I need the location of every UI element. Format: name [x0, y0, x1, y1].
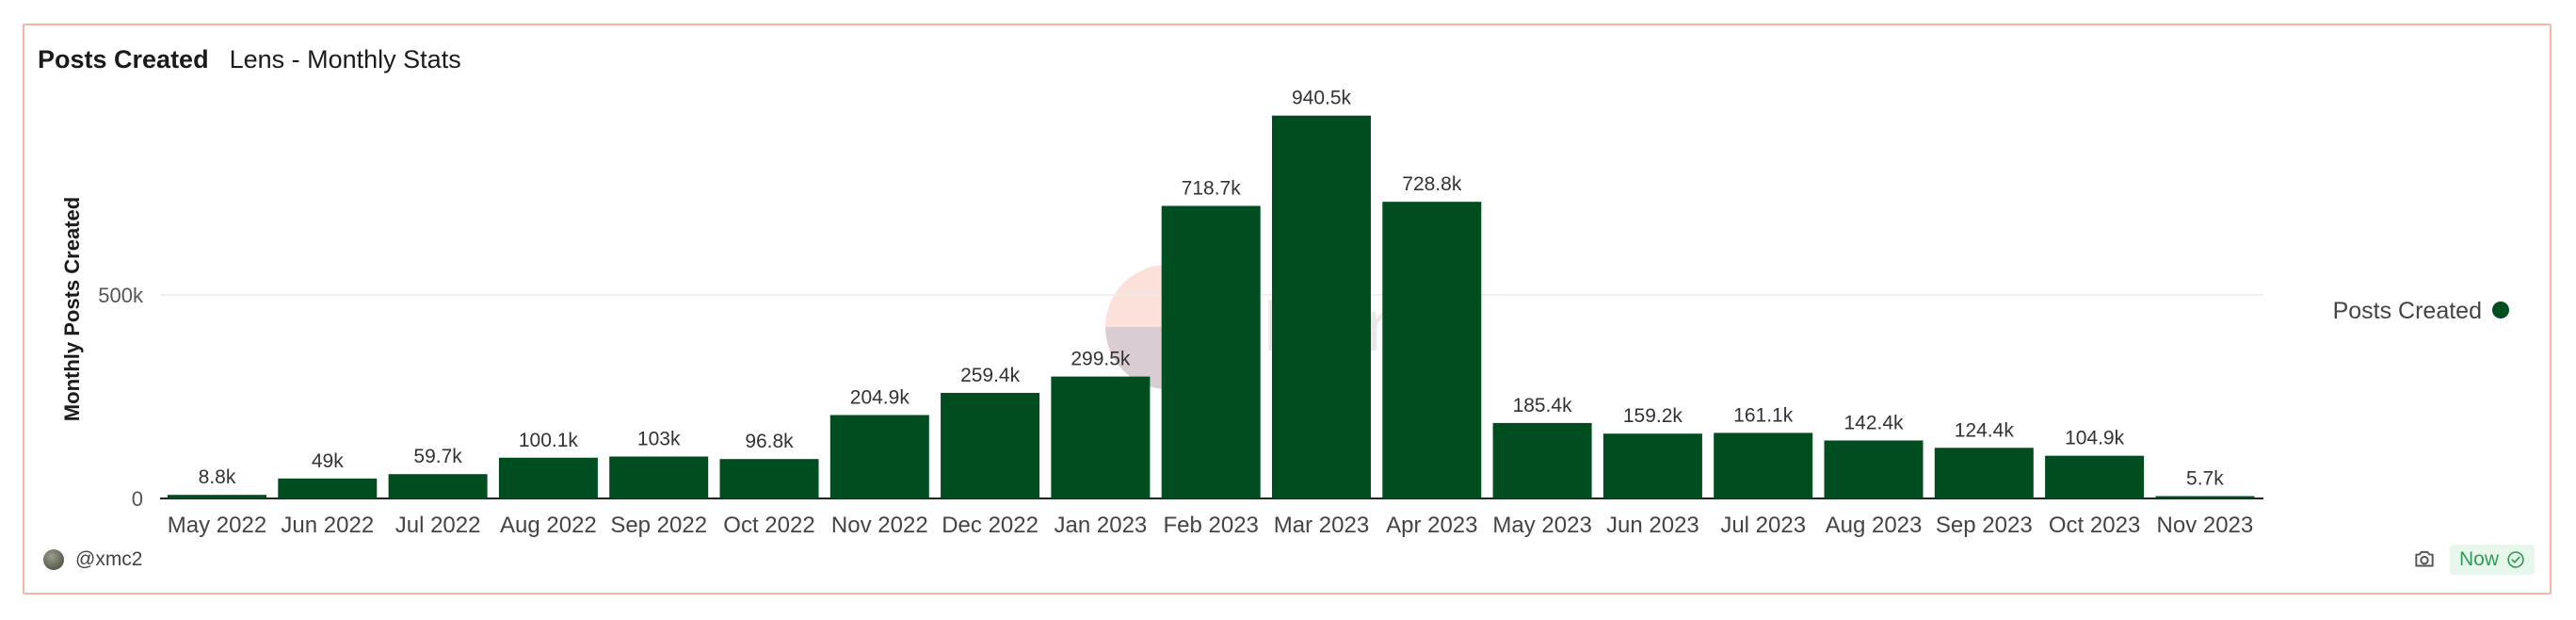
x-tick-label: Jan 2023 [1055, 513, 1148, 538]
x-tick-label: Mar 2023 [1274, 513, 1369, 538]
bar-data-label: 96.8k [745, 431, 794, 452]
bar[interactable] [1161, 205, 1261, 498]
bar[interactable] [168, 495, 266, 498]
bar[interactable] [388, 474, 488, 498]
x-tick-label: May 2023 [1492, 513, 1591, 538]
y-axis-title: Monthly Posts Created [60, 197, 84, 421]
x-tick-label: Aug 2022 [500, 513, 597, 538]
bar-data-label: 5.7k [2186, 468, 2224, 490]
bar[interactable] [498, 457, 598, 498]
bar-data-label: 104.9k [2065, 428, 2125, 449]
bar[interactable] [1824, 440, 1924, 498]
bar[interactable] [278, 478, 378, 498]
legend[interactable]: Posts Created [2333, 298, 2509, 324]
bar-data-label: 8.8k [199, 466, 236, 488]
bar-data-label: 185.4k [1513, 395, 1573, 416]
chart-header: Posts Created Lens - Monthly Stats [38, 45, 461, 74]
chart-subtitle: Lens - Monthly Stats [229, 45, 461, 73]
chart-title: Posts Created [38, 45, 209, 73]
y-tick-label: 500k [98, 284, 144, 307]
y-axis-labels: 0 500k [98, 284, 144, 511]
bar[interactable] [829, 415, 929, 498]
bar[interactable] [1602, 433, 1702, 498]
legend-label: Posts Created [2333, 298, 2482, 324]
bar-data-label: 161.1k [1733, 404, 1794, 426]
bar-data-label: 204.9k [850, 386, 910, 408]
x-tick-label: Sep 2022 [610, 513, 707, 538]
bar[interactable] [2155, 496, 2255, 498]
x-tick-label: Aug 2023 [1826, 513, 1923, 538]
data-labels-group: 8.8k 49k 59.7k 100.1k 103k 96.8k 204.9k 259.4k 2… [199, 88, 2225, 490]
x-tick-label: Apr 2023 [1386, 513, 1477, 538]
bar[interactable] [1382, 202, 1482, 499]
bar-data-label: 103k [637, 429, 681, 450]
y-tick-label: 0 [132, 487, 143, 511]
bar-data-label: 49k [312, 450, 344, 472]
x-tick-label: Dec 2022 [942, 513, 1038, 538]
x-tick-label: Nov 2023 [2157, 513, 2254, 538]
bar[interactable] [719, 459, 819, 498]
bar-data-label: 718.7k [1182, 178, 1242, 200]
author-name: @xmc2 [75, 548, 143, 570]
x-tick-label: Jun 2023 [1606, 513, 1699, 538]
bar[interactable] [609, 456, 709, 498]
author-info[interactable]: @xmc2 [43, 548, 143, 571]
bar[interactable] [1051, 376, 1151, 498]
x-tick-label: Oct 2023 [2049, 513, 2140, 538]
x-tick-label: Nov 2022 [831, 513, 928, 538]
bar-data-label: 124.4k [1955, 419, 2015, 441]
bars-group [168, 115, 2255, 499]
bar[interactable] [1272, 115, 1371, 498]
footer-actions: Now [2412, 545, 2535, 575]
x-tick-label: Sep 2023 [1936, 513, 2033, 538]
x-tick-label: Jun 2022 [281, 513, 374, 538]
bar[interactable] [941, 392, 1040, 498]
bar-data-label: 728.8k [1402, 173, 1462, 195]
avatar-icon [43, 549, 64, 570]
x-tick-label: Jul 2023 [1720, 513, 1806, 538]
x-tick-label: Oct 2022 [723, 513, 814, 538]
legend-swatch [2492, 302, 2509, 318]
bar[interactable] [2045, 455, 2145, 498]
bar-data-label: 59.7k [413, 446, 462, 467]
bar-data-label: 940.5k [1292, 88, 1352, 109]
bar-data-label: 259.4k [960, 365, 1021, 386]
camera-icon[interactable] [2412, 547, 2437, 572]
x-tick-label: Jul 2022 [395, 513, 481, 538]
bar-data-label: 100.1k [519, 430, 579, 451]
bar-data-label: 159.2k [1623, 405, 1683, 427]
x-axis-labels: May 2022 Jun 2022 Jul 2022 Aug 2022 Sep 2022… [168, 513, 2253, 538]
bar-data-label: 299.5k [1071, 349, 1131, 370]
check-circle-icon [2507, 551, 2524, 568]
bar-data-label: 142.4k [1843, 412, 1904, 433]
refresh-status-badge[interactable]: Now [2449, 545, 2535, 575]
bar[interactable] [1934, 448, 2034, 498]
bar[interactable] [1714, 432, 1813, 498]
x-tick-label: Feb 2023 [1163, 513, 1258, 538]
refresh-status-text: Now [2458, 548, 2499, 570]
x-tick-label: May 2022 [168, 513, 266, 538]
bar[interactable] [1492, 422, 1592, 498]
